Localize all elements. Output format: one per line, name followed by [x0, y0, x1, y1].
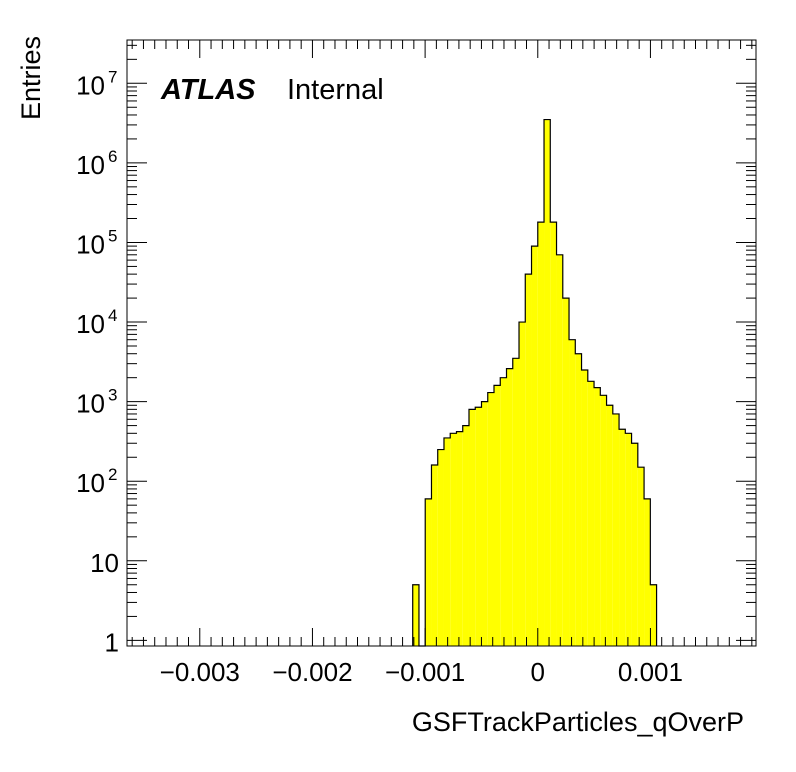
histogram-bar [587, 381, 595, 646]
histogram-bars [412, 119, 657, 647]
y-tick-label: 10 [76, 468, 105, 498]
plot-frame [126, 39, 757, 647]
histogram-bar [625, 433, 632, 646]
histogram-bar [631, 443, 638, 646]
y-tick-label-exponent: 6 [108, 147, 117, 166]
y-tick-label: 10 [76, 70, 105, 100]
histogram-bar [544, 119, 551, 647]
y-tick-label: 10 [76, 150, 105, 180]
x-tick-label: −0.001 [385, 657, 465, 687]
histogram-bar [537, 222, 545, 646]
histogram-bar [450, 433, 457, 646]
histogram-bar [425, 498, 432, 646]
histogram-bar [594, 387, 601, 646]
histogram-bar [581, 369, 588, 646]
histogram-bar [468, 409, 476, 646]
y-axis-label: Entries [16, 36, 46, 120]
histogram-bar [531, 246, 538, 646]
histogram-bar [606, 405, 613, 646]
y-tick-label-exponent: 7 [108, 67, 117, 86]
x-tick-label: 0.001 [618, 657, 683, 687]
y-tick-label-exponent: 2 [108, 465, 117, 484]
y-tick-label-exponent: 5 [108, 226, 117, 245]
x-tick-label: 0 [531, 657, 545, 687]
histogram-bar [443, 437, 451, 646]
histogram-bar [619, 429, 626, 646]
y-tick-label: 10 [76, 229, 105, 259]
histogram-outline-path [412, 118, 658, 647]
y-tick-label: 10 [76, 309, 105, 339]
histogram-bar [612, 413, 620, 646]
y-axis-ticks [127, 44, 756, 641]
histogram-bar [562, 298, 570, 646]
histogram-bar [550, 222, 557, 646]
histogram-bar [512, 358, 520, 646]
histogram-bar [487, 392, 495, 646]
x-tick-label: −0.003 [160, 657, 240, 687]
histogram-outline [412, 118, 658, 647]
y-tick-label: 1 [105, 627, 119, 657]
y-tick-label-exponent: 3 [108, 386, 117, 405]
histogram-bar [525, 274, 532, 646]
histogram-bar [481, 401, 488, 646]
y-tick-label-exponent: 4 [108, 306, 117, 325]
histogram-bar [506, 368, 513, 646]
histogram-bar [637, 467, 645, 646]
histogram-bar [456, 431, 463, 646]
atlas-label: ATLAS [160, 74, 256, 106]
histogram-bar [600, 395, 607, 646]
internal-label: Internal [287, 74, 384, 106]
histogram-bar [475, 407, 482, 646]
x-axis-ticks [131, 40, 753, 646]
histogram-bar [500, 377, 507, 646]
histogram-bar [437, 449, 444, 646]
histogram-bar [462, 425, 469, 646]
histogram-bar [644, 498, 651, 646]
histogram-bar [412, 584, 419, 646]
x-axis-label: GSFTrackParticles_qOverP [412, 707, 744, 737]
histogram-bar [494, 385, 501, 646]
histogram-bar [556, 254, 563, 646]
histogram-bar [519, 322, 526, 646]
histogram-bar [575, 353, 582, 646]
histogram-bar [569, 339, 576, 646]
histogram-bar [431, 464, 438, 646]
x-axis-tick-labels: −0.003 −0.002 −0.001 0 0.001 [160, 657, 683, 687]
x-tick-label: −0.002 [272, 657, 352, 687]
y-tick-label: 10 [76, 389, 105, 419]
histogram-bar [650, 584, 657, 646]
y-tick-label: 10 [90, 548, 119, 578]
